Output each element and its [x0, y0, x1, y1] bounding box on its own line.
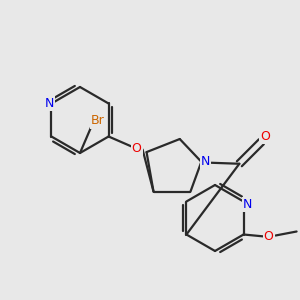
Text: N: N — [243, 198, 252, 211]
Text: O: O — [132, 142, 142, 155]
Text: O: O — [264, 230, 274, 243]
Text: N: N — [201, 155, 210, 168]
Text: N: N — [45, 97, 54, 110]
Text: Br: Br — [91, 115, 105, 128]
Text: O: O — [260, 130, 270, 143]
